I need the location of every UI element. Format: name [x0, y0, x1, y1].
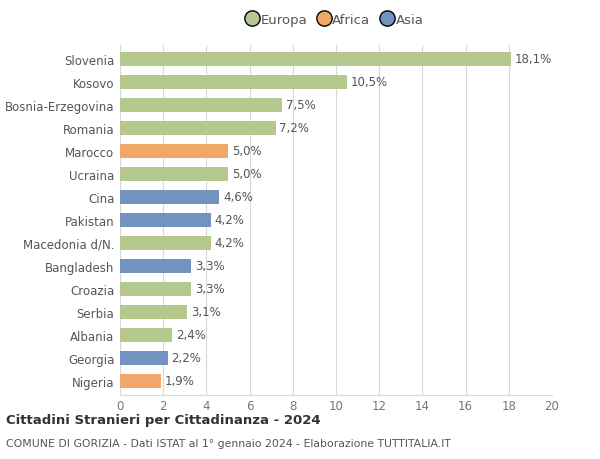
Text: 7,5%: 7,5% [286, 99, 316, 112]
Text: 3,3%: 3,3% [195, 283, 225, 296]
Bar [120, 351, 167, 365]
Bar [120, 190, 220, 204]
Bar [120, 259, 191, 273]
Bar [120, 76, 347, 90]
Text: 5,0%: 5,0% [232, 168, 262, 181]
Text: 5,0%: 5,0% [232, 145, 262, 158]
Text: 4,2%: 4,2% [215, 237, 244, 250]
Bar [120, 145, 228, 158]
Bar [120, 374, 161, 388]
Bar [120, 328, 172, 342]
Bar [120, 122, 275, 135]
Bar [120, 168, 228, 181]
Text: 4,2%: 4,2% [215, 214, 244, 227]
Bar [120, 236, 211, 250]
Bar [120, 282, 191, 296]
Legend: Europa, Africa, Asia: Europa, Africa, Asia [244, 8, 428, 32]
Text: 1,9%: 1,9% [165, 375, 195, 387]
Text: COMUNE DI GORIZIA - Dati ISTAT al 1° gennaio 2024 - Elaborazione TUTTITALIA.IT: COMUNE DI GORIZIA - Dati ISTAT al 1° gen… [6, 438, 451, 448]
Text: Cittadini Stranieri per Cittadinanza - 2024: Cittadini Stranieri per Cittadinanza - 2… [6, 413, 320, 426]
Text: 18,1%: 18,1% [515, 53, 552, 66]
Text: 2,2%: 2,2% [172, 352, 201, 364]
Text: 3,3%: 3,3% [195, 260, 225, 273]
Text: 10,5%: 10,5% [350, 76, 388, 89]
Text: 7,2%: 7,2% [280, 122, 309, 135]
Text: 2,4%: 2,4% [176, 329, 206, 341]
Bar [120, 305, 187, 319]
Bar [120, 99, 282, 112]
Bar [120, 53, 511, 67]
Text: 3,1%: 3,1% [191, 306, 221, 319]
Text: 4,6%: 4,6% [223, 191, 253, 204]
Bar [120, 213, 211, 227]
